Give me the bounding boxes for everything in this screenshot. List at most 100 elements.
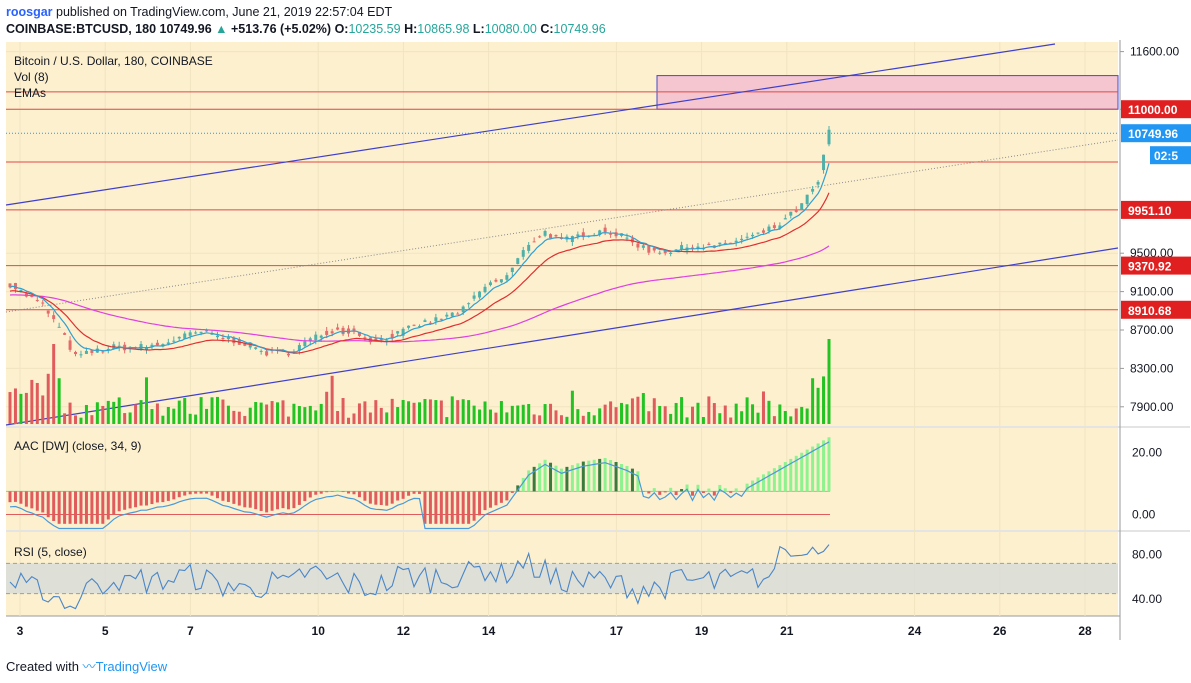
- candle: [794, 210, 798, 212]
- aac-bar: [117, 491, 121, 512]
- aac-bar: [712, 491, 716, 496]
- candle: [84, 350, 88, 354]
- volume-bar: [183, 398, 187, 424]
- volume-bar: [488, 409, 492, 424]
- rsi-band: [6, 563, 1118, 594]
- aac-bar: [761, 474, 765, 492]
- volume-bar: [90, 415, 94, 424]
- volume-bar: [472, 405, 476, 424]
- aac-bar: [35, 491, 39, 511]
- volume-bar: [707, 396, 711, 424]
- candle: [215, 335, 219, 338]
- volume-bar: [685, 417, 689, 424]
- x-tick-label: 3: [17, 624, 24, 638]
- volume-bar: [30, 379, 34, 424]
- aac-bar: [488, 491, 492, 508]
- volume-bar: [390, 398, 394, 424]
- aac-bar: [445, 491, 449, 524]
- candle: [456, 313, 460, 315]
- candle: [423, 320, 427, 322]
- candle: [478, 291, 482, 298]
- aac-bar: [199, 491, 203, 494]
- aac-bar: [603, 458, 607, 492]
- aac-bar: [194, 491, 198, 494]
- volume-bar: [385, 412, 389, 424]
- chart-canvas[interactable]: 35710121417192124262811600.0011000.00950…: [0, 40, 1191, 646]
- volume-bar: [237, 411, 241, 424]
- volume-bar: [161, 415, 165, 424]
- aac-bar: [357, 491, 361, 498]
- aac-bar: [112, 491, 116, 515]
- aac-bar: [368, 491, 372, 504]
- volume-bar: [636, 396, 640, 424]
- volume-bar: [117, 397, 121, 424]
- aac-bar: [254, 491, 258, 510]
- volume-bar: [549, 403, 553, 424]
- volume-bar: [516, 405, 520, 424]
- volume-bar: [101, 405, 105, 424]
- volume-bar: [336, 410, 340, 424]
- volume-bar: [286, 416, 290, 424]
- aac-bar: [243, 491, 247, 508]
- candle: [396, 331, 400, 334]
- volume-bar: [581, 415, 585, 424]
- symbol-line: COINBASE:BTCUSD, 180: [6, 22, 157, 36]
- candle: [68, 340, 72, 350]
- aac-bar: [565, 466, 569, 492]
- candle: [603, 227, 607, 233]
- volume-bar: [276, 402, 280, 424]
- aac-bar: [663, 491, 667, 493]
- aac-bar: [559, 468, 563, 492]
- volume-bar: [827, 339, 831, 424]
- candle: [63, 333, 67, 335]
- candle: [658, 252, 662, 254]
- aac-bar: [625, 465, 629, 492]
- aac-bar: [74, 491, 78, 524]
- volume-bar: [314, 410, 318, 424]
- candle: [669, 252, 673, 254]
- volume-bar: [106, 400, 110, 424]
- countdown-label: 02:5: [1154, 149, 1178, 163]
- aac-line: [9, 441, 830, 530]
- volume-bar: [805, 408, 809, 424]
- aac-bar: [248, 491, 252, 508]
- aac-tick-label: 20.00: [1132, 446, 1162, 460]
- volume-bar: [570, 390, 574, 424]
- aac-bar: [783, 462, 787, 492]
- candle: [166, 342, 170, 344]
- y-tick-label: 11600.00: [1130, 45, 1179, 59]
- volume-bar: [74, 415, 78, 424]
- volume-bar: [63, 413, 67, 424]
- volume-bar: [281, 400, 285, 424]
- footer-brand[interactable]: TradingView: [95, 659, 168, 674]
- candle: [729, 242, 733, 244]
- volume-bar: [319, 403, 323, 424]
- volume-bar: [772, 416, 776, 424]
- x-tick-label: 12: [397, 624, 411, 638]
- rsi-line: [9, 544, 830, 610]
- ohlc-close: C:10749.96: [540, 22, 605, 36]
- aac-bar: [352, 491, 356, 495]
- y-tick-label: 9100.00: [1130, 285, 1174, 299]
- candle: [188, 332, 192, 336]
- aac-bar: [292, 491, 296, 509]
- candle: [549, 234, 553, 239]
- aac-bar: [325, 491, 329, 493]
- y-tick-label: 8300.00: [1130, 361, 1174, 375]
- aac-bar: [745, 483, 749, 492]
- volume-bar: [630, 398, 634, 424]
- aac-bar: [172, 491, 176, 500]
- candle: [789, 211, 793, 216]
- level-price-label: 9370.92: [1128, 260, 1172, 274]
- candle: [226, 337, 230, 340]
- level-price-label: 8910.68: [1128, 304, 1172, 318]
- author-name[interactable]: roosgar: [6, 5, 53, 19]
- aac-bar: [95, 491, 99, 524]
- aac-bar: [827, 437, 831, 492]
- aac-bar: [319, 491, 323, 494]
- aac-bar: [210, 491, 214, 496]
- aac-bar: [461, 491, 465, 524]
- volume-bar: [35, 382, 39, 424]
- volume-bar: [822, 376, 826, 424]
- candle: [461, 306, 465, 313]
